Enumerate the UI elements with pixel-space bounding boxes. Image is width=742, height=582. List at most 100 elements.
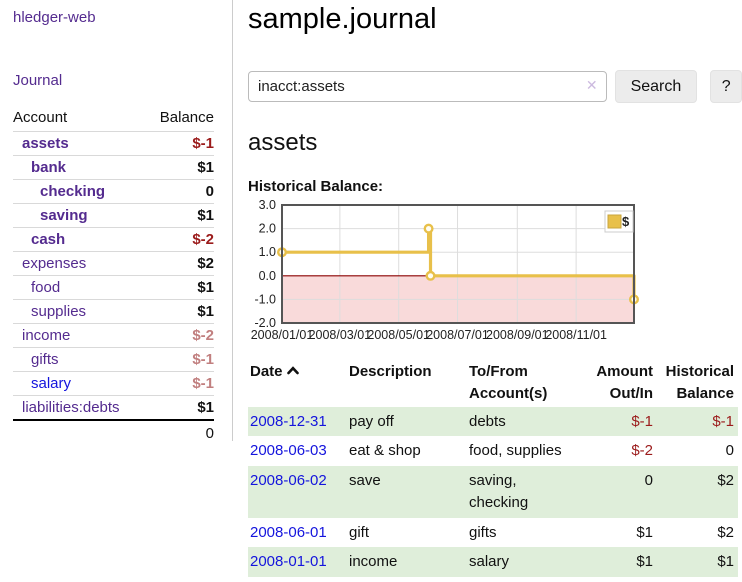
account-balance: $1 [150,203,214,228]
account-row: cash $-2 [13,227,214,252]
chart-title: Historical Balance: [248,178,384,195]
account-row: salary $-1 [13,371,214,396]
account-row: income $-2 [13,323,214,348]
transaction-amount: $1 [636,523,653,541]
account-balance: 0 [150,179,214,204]
transaction-description: income [349,553,398,571]
account-balance: $-1 [150,347,214,372]
help-button[interactable]: ? [710,70,742,103]
transaction-row: 2008-01-01 income salary $1 $1 [248,547,738,577]
svg-text:2008/05/01: 2008/05/01 [367,328,430,342]
account-row: saving $1 [13,203,214,228]
account-link[interactable]: supplies [31,303,87,320]
search-button[interactable]: Search [614,70,698,103]
svg-text:0.0: 0.0 [259,269,276,283]
transaction-date-link[interactable]: 2008-01-01 [250,553,327,571]
accounts-table: Account Balance assets $-1 bank $1 check… [13,106,214,445]
svg-text:2008/09/01: 2008/09/01 [486,328,549,342]
transaction-row: 2008-06-01 gift gifts $1 $2 [248,518,738,548]
account-row: assets $-1 [13,131,214,156]
transactions-header-row: Date Description To/From Account(s) Amou… [248,359,738,407]
column-header-accounts: To/From Account(s) [469,363,548,402]
svg-text:2008/03/01: 2008/03/01 [309,328,372,342]
svg-text:2008/11/01: 2008/11/01 [545,328,607,342]
transaction-balance: $-1 [712,412,734,430]
account-link[interactable]: bank [31,159,67,176]
account-row: supplies $1 [13,299,214,324]
clear-search-icon[interactable]: ✕ [585,77,598,93]
transaction-accounts: food, supplies [469,442,562,460]
sidebar-item-journal[interactable]: Journal [13,72,63,89]
account-row: bank $1 [13,155,214,180]
column-header-description: Description [349,363,432,380]
transaction-date-link[interactable]: 2008-06-03 [250,442,327,460]
account-link[interactable]: salary [31,375,72,392]
account-link[interactable]: gifts [31,351,59,368]
balance-chart: 2008/01/012008/03/012008/05/012008/07/01… [251,198,640,342]
account-row: expenses $2 [13,251,214,276]
column-header-date[interactable]: Date [248,359,345,407]
account-link[interactable]: saving [40,207,88,224]
transaction-amount: $-2 [631,442,653,460]
search-box: ✕ [248,71,607,102]
account-link[interactable]: food [31,279,61,296]
svg-text:-2.0: -2.0 [254,316,276,330]
account-row: liabilities:debts $1 [13,395,214,421]
transaction-description: pay off [349,412,394,430]
transactions-table-body: 2008-12-31 pay off debts $-1 $-1 2008-06… [248,406,738,577]
transaction-balance: $2 [717,523,734,541]
transaction-accounts: saving, checking [469,472,529,511]
transaction-balance: 0 [725,442,734,460]
transaction-date-link[interactable]: 2008-06-02 [250,472,327,489]
account-link[interactable]: expenses [22,255,87,272]
column-header-amount: Amount Out/In [596,363,653,402]
svg-text:2.0: 2.0 [259,222,276,236]
account-balance: $-2 [150,227,214,252]
svg-text:1.0: 1.0 [259,245,276,259]
account-balance: $1 [150,395,214,421]
account-heading: assets [248,129,318,156]
transaction-balance: $2 [717,472,734,489]
svg-text:$: $ [622,214,630,229]
account-link[interactable]: liabilities:debts [22,399,120,416]
transaction-amount: 0 [644,472,653,489]
main-content: sample.journal ✕ Search ? assets Histori… [248,0,742,577]
search-form: ✕ Search ? [248,70,742,103]
accounts-table-body: assets $-1 bank $1 checking 0 saving $1 … [13,131,214,421]
svg-text:2008/07/01: 2008/07/01 [426,328,489,342]
accounts-total-value: 0 [150,419,214,445]
transaction-row: 2008-06-02 save saving, checking 0 $2 [248,466,738,518]
account-row: gifts $-1 [13,347,214,372]
transaction-date-link[interactable]: 2008-06-01 [250,523,327,541]
account-balance: $2 [150,251,214,276]
account-balance: $1 [150,299,214,324]
column-header-balance: Historical Balance [665,363,734,402]
svg-text:3.0: 3.0 [259,198,276,212]
account-link[interactable]: assets [22,135,69,152]
accounts-header-row: Account Balance [13,106,214,132]
app-title-link[interactable]: hledger-web [13,9,96,26]
transaction-accounts: salary [469,553,510,571]
transaction-row: 2008-12-31 pay off debts $-1 $-1 [248,406,738,437]
account-link[interactable]: income [22,327,71,344]
account-balance: $1 [150,155,214,180]
account-row: food $1 [13,275,214,300]
account-balance: $1 [150,275,214,300]
transaction-accounts: gifts [469,523,497,541]
transaction-description: save [349,472,381,489]
transaction-description: eat & shop [349,442,421,460]
account-link[interactable]: cash [31,231,66,248]
account-balance: $-1 [150,371,214,396]
accounts-total-row: 0 [13,419,214,445]
sort-ascending-icon [286,366,299,375]
account-balance: $-2 [150,323,214,348]
account-link[interactable]: checking [40,183,106,200]
transactions-table: Date Description To/From Account(s) Amou… [248,359,738,577]
transaction-amount: $-1 [631,412,653,430]
transaction-date-link[interactable]: 2008-12-31 [250,412,327,430]
search-input[interactable] [248,71,607,102]
accounts-header-balance: Balance [150,106,214,132]
transaction-row: 2008-06-03 eat & shop food, supplies $-2… [248,436,738,466]
transaction-balance: $1 [717,553,734,571]
account-balance: $-1 [150,131,214,156]
